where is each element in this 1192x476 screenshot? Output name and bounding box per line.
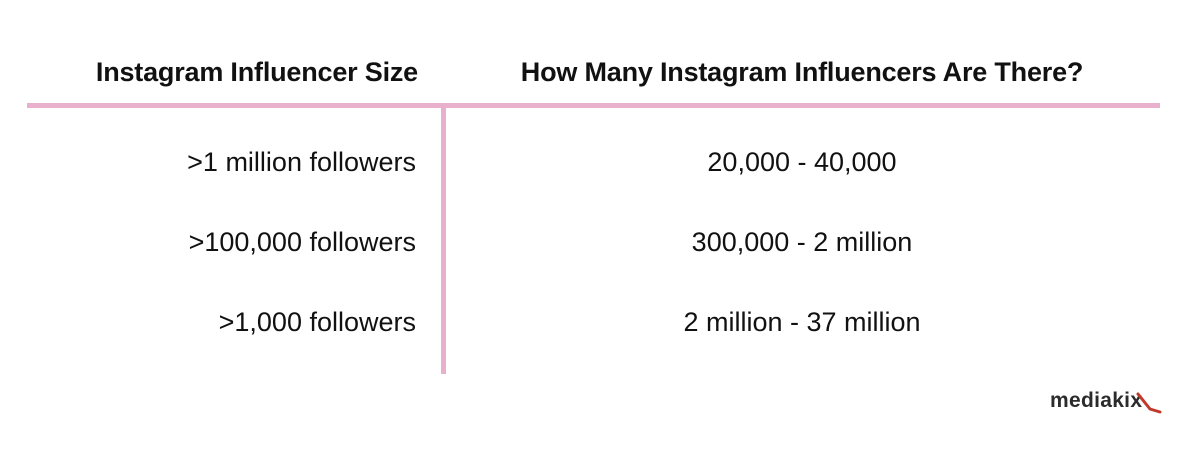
table-cell-count-3: 2 million - 37 million: [683, 306, 921, 337]
table-header-size: Instagram Influencer Size: [95, 56, 418, 87]
mediakix-logo: mediakix: [1050, 389, 1162, 414]
table-header-count: How Many Instagram Influencers Are There…: [520, 56, 1084, 87]
header-divider: [27, 103, 1160, 108]
logo-swoosh-icon: [1136, 392, 1162, 414]
table-cell-size-2: >100,000 followers: [188, 226, 416, 257]
table-cell-size-1: >1 million followers: [187, 146, 416, 177]
svg-text:mediakix: mediakix: [1050, 389, 1142, 412]
column-divider: [441, 108, 446, 374]
logo-text-kix: kix: [1112, 389, 1142, 412]
table-cell-size-3: >1,000 followers: [218, 306, 416, 337]
logo-text-media: media: [1050, 389, 1112, 412]
table-cell-count-2: 300,000 - 2 million: [691, 226, 913, 257]
table-cell-count-1: 20,000 - 40,000: [707, 146, 897, 177]
